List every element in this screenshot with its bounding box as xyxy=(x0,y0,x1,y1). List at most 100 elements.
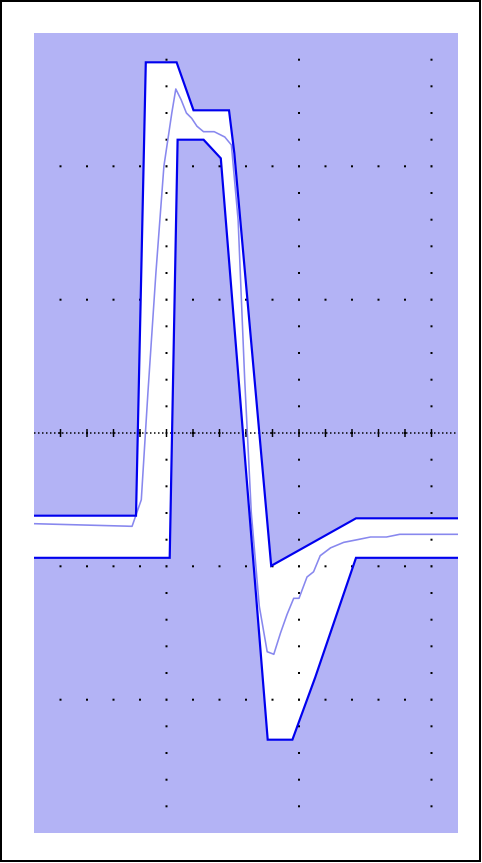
grid-dot xyxy=(271,698,274,701)
grid-dot xyxy=(430,245,433,248)
grid-dot xyxy=(298,778,300,781)
grid-dot xyxy=(165,565,168,568)
grid-dot xyxy=(112,298,115,301)
grid-dot xyxy=(430,298,433,301)
grid-dot xyxy=(430,645,433,648)
grid-dot xyxy=(298,538,300,541)
grid-dot xyxy=(59,698,62,701)
grid-dot xyxy=(218,565,221,568)
grid-dot xyxy=(271,165,274,168)
grid-dot xyxy=(430,805,433,808)
grid-dot xyxy=(298,565,300,568)
grid-dot xyxy=(430,592,433,594)
grid-dot xyxy=(298,672,300,674)
grid-dot xyxy=(165,218,168,221)
grid-dot xyxy=(165,325,168,328)
grid-dot xyxy=(430,458,433,461)
grid-dot xyxy=(298,85,300,88)
grid-dot xyxy=(430,752,433,754)
grid-dot xyxy=(165,538,168,541)
grid-dot xyxy=(298,192,300,194)
grid-dot xyxy=(298,512,300,514)
grid-dot xyxy=(430,85,433,88)
grid-dot xyxy=(139,565,141,568)
grid-dot xyxy=(192,698,194,701)
grid-dot xyxy=(324,565,327,568)
grid-dot xyxy=(165,752,168,754)
grid-dot xyxy=(430,218,433,221)
grid-dot xyxy=(165,805,168,808)
mask-lower-limit-line xyxy=(34,138,458,741)
grid-dot xyxy=(430,192,433,194)
grid-dot xyxy=(59,298,62,301)
grid-dot xyxy=(298,112,300,114)
grid-dot xyxy=(165,512,168,514)
grid-dot xyxy=(165,458,168,461)
grid-dot xyxy=(192,165,194,168)
grid-dot xyxy=(430,405,433,408)
grid-dot xyxy=(165,485,168,488)
grid-dot xyxy=(165,272,168,274)
grid-dot xyxy=(86,298,88,301)
grid-dot xyxy=(430,698,433,701)
grid-dot xyxy=(165,405,168,408)
grid-dot xyxy=(245,298,247,301)
grid-dot xyxy=(165,592,168,594)
grid-dot xyxy=(430,112,433,114)
grid-dot xyxy=(245,165,247,168)
grid-dot xyxy=(165,298,168,301)
grid-dot xyxy=(165,698,168,701)
grid-dot xyxy=(165,112,168,114)
grid-dot xyxy=(218,165,221,168)
grid-dot xyxy=(298,485,300,488)
grid-dot xyxy=(377,698,380,701)
grid-dot xyxy=(430,485,433,488)
grid-dot xyxy=(430,618,433,621)
grid-dot xyxy=(298,698,300,701)
grid-dot xyxy=(377,565,380,568)
grid-dot xyxy=(165,778,168,781)
grid-dot xyxy=(404,298,406,301)
grid-dot xyxy=(298,218,300,221)
grid-dot xyxy=(86,698,88,701)
grid-dot xyxy=(430,352,433,354)
grid-dot xyxy=(430,138,433,141)
grid-dot xyxy=(298,272,300,274)
grid-dot xyxy=(86,565,88,568)
grid-dot xyxy=(430,165,433,168)
grid-dot xyxy=(430,325,433,328)
grid-dot xyxy=(324,698,327,701)
grid-dot xyxy=(430,538,433,541)
grid-dot xyxy=(165,85,168,88)
grid-dot xyxy=(430,672,433,674)
grid-dot xyxy=(139,165,141,168)
grid-dot xyxy=(298,352,300,354)
grid-dot xyxy=(298,405,300,408)
grid-dot xyxy=(324,165,327,168)
grid-dot xyxy=(298,138,300,141)
grid-dot xyxy=(298,592,300,594)
grid-dot xyxy=(218,298,221,301)
grid-dot xyxy=(351,165,353,168)
grid-dot xyxy=(298,458,300,461)
grid-dot xyxy=(139,698,141,701)
grid-dot xyxy=(404,565,406,568)
grid-dot xyxy=(298,245,300,248)
grid-dot xyxy=(165,192,168,194)
grid-dot xyxy=(165,352,168,354)
grid-dot xyxy=(245,698,247,701)
grid-dot xyxy=(298,58,300,61)
grid-dot xyxy=(165,245,168,248)
grid-dot xyxy=(192,565,194,568)
grid-dot xyxy=(430,725,433,728)
grid-dot xyxy=(377,165,380,168)
grid-dot xyxy=(430,512,433,514)
grid-dot xyxy=(192,298,194,301)
grid-dot xyxy=(165,378,168,381)
grid-dot xyxy=(165,672,168,674)
grid-dot xyxy=(298,645,300,648)
grid-dot xyxy=(351,298,353,301)
grid-dot xyxy=(218,698,221,701)
mask-upper-limit-line xyxy=(34,61,458,568)
